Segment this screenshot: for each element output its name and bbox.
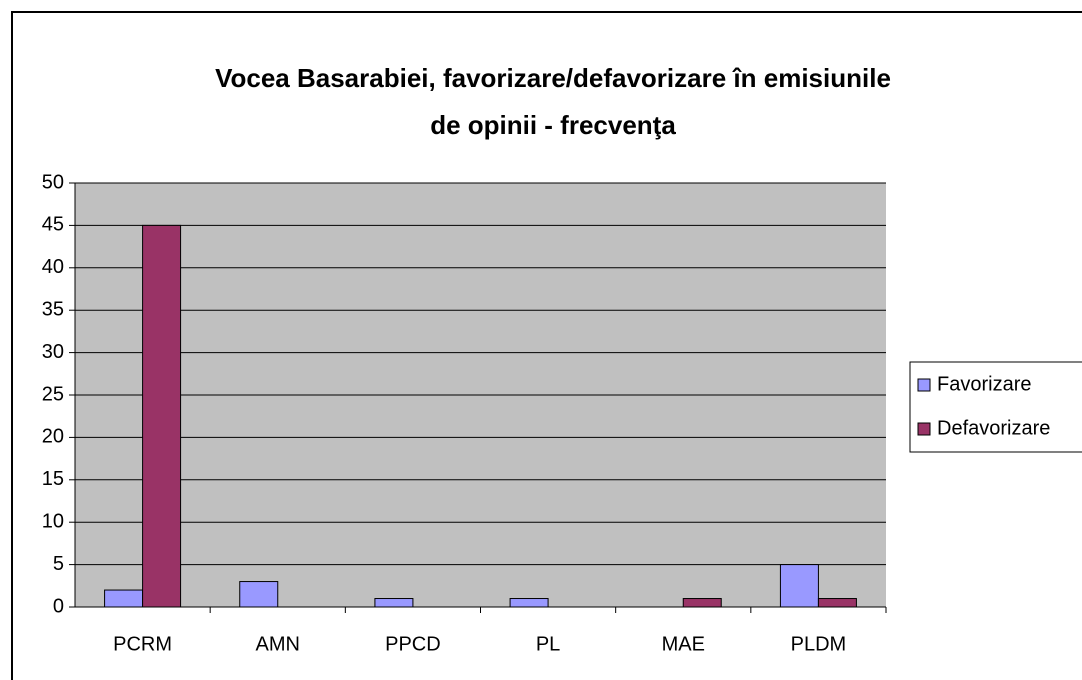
y-tick-label: 10 xyxy=(42,510,64,532)
legend-box xyxy=(909,361,1082,453)
y-tick-label: 45 xyxy=(42,214,64,236)
x-tick-label: PL xyxy=(536,633,560,655)
y-tick-label: 0 xyxy=(53,595,64,617)
y-tick-label: 30 xyxy=(42,341,64,363)
legend-swatch xyxy=(917,422,931,436)
bar xyxy=(682,598,722,608)
chart-title: Vocea Basarabiei, favorizare/defavorizar… xyxy=(215,63,891,93)
y-tick-label: 40 xyxy=(42,256,64,278)
bar xyxy=(817,598,857,608)
bar xyxy=(104,589,144,608)
bar xyxy=(779,564,819,608)
y-tick-label: 20 xyxy=(42,426,64,448)
x-tick-label: PCRM xyxy=(113,633,172,655)
bar xyxy=(509,598,549,608)
y-tick-label: 5 xyxy=(53,553,64,575)
legend-swatch xyxy=(917,378,931,392)
x-tick-label: PLDM xyxy=(791,633,847,655)
y-tick-label: 15 xyxy=(42,468,64,490)
bar xyxy=(239,581,279,608)
y-tick-label: 25 xyxy=(42,383,64,405)
bar xyxy=(142,224,182,608)
legend-label: Favorizare xyxy=(937,373,1031,395)
x-tick-label: MAE xyxy=(662,633,705,655)
chart-title: de opinii - frecvenţa xyxy=(430,110,676,140)
bar xyxy=(374,598,414,608)
legend-label: Defavorizare xyxy=(937,417,1050,439)
x-tick-label: AMN xyxy=(256,633,300,655)
x-tick-label: PPCD xyxy=(385,633,441,655)
y-tick-label: 50 xyxy=(42,171,64,193)
y-tick-label: 35 xyxy=(42,298,64,320)
